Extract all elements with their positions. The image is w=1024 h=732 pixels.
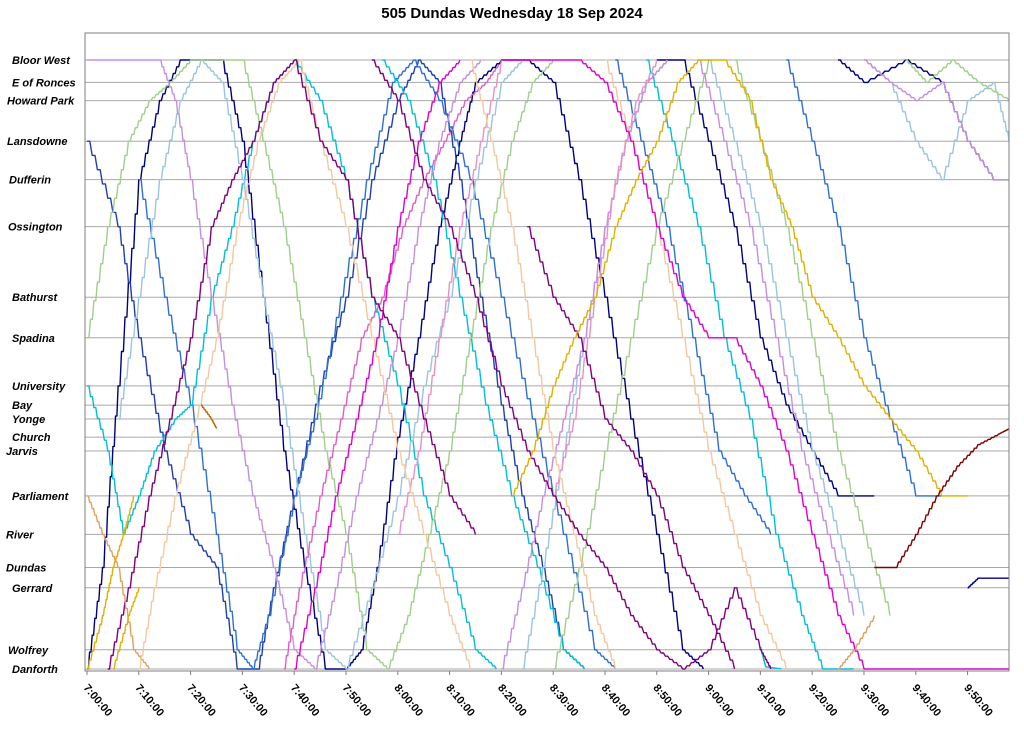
stop-label: Lansdowne [7,136,68,148]
trip-line [87,59,389,670]
trip-line [418,59,585,670]
trip-line [838,615,875,670]
stop-label: Bathurst [12,292,59,304]
trip-line [299,59,471,670]
trip-line [905,59,1010,102]
stop-label: Bay [12,400,33,412]
x-axis-ticks: 7:00:00 7:10:00 7:20:00 7:30:00 7:40:00 7:50:… [81,671,995,719]
stop-label: University [12,381,66,393]
x-tick-label: 9:00:00 [702,682,736,719]
x-tick-label: 8:00:00 [391,682,425,719]
stop-label: Spadina [12,333,55,345]
trip-line [527,226,736,670]
trip-line [553,59,710,670]
stop-label: Bloor West [12,55,71,67]
x-tick-label: 9:30:00 [858,682,892,719]
stop-label: River [6,529,34,541]
x-tick-label: 9:40:00 [909,682,943,719]
stop-label: Wolfrey [8,645,49,657]
stop-labels: Bloor West E of Ronces Howard Park Lansdown… [6,55,76,676]
stop-label: Gerrard [12,583,53,595]
series-lines [87,59,1010,670]
x-tick-label: 9:10:00 [754,682,788,719]
trip-line [470,59,616,670]
trip-line [708,59,865,616]
trip-line [553,59,658,497]
stop-label: Ossington [8,222,63,234]
stop-label: Dufferin [9,175,51,187]
trip-line [615,59,772,535]
trip-line [786,59,942,497]
stop-label: Parliament [12,491,70,503]
trip-line [605,59,787,670]
trip-line [501,59,668,670]
x-tick-label: 8:40:00 [599,682,633,719]
x-tick-label: 9:20:00 [806,682,840,719]
trip-line [413,59,616,670]
trip-line [87,59,477,670]
trip-line [87,59,420,670]
x-tick-label: 7:50:00 [340,682,374,719]
stop-label: Yonge [12,414,45,426]
x-tick-label: 7:40:00 [288,682,322,719]
trip-line [294,59,461,670]
trip-line [87,59,316,670]
stop-label: E of Ronces [12,77,76,89]
trip-line [698,59,855,616]
chart-title: 505 Dundas Wednesday 18 Sep 2024 [381,5,643,22]
trip-line [138,59,301,670]
trip-line [107,59,295,670]
stop-label: Church [12,432,51,444]
trip-line [87,495,135,670]
trip-line [864,59,1009,181]
stop-label: Dundas [6,563,46,575]
trip-line [760,646,782,670]
stop-label: Jarvis [6,446,38,458]
trip-line [371,59,772,670]
trip-line [387,59,554,670]
trip-line [874,428,1010,569]
stop-gridlines [85,59,1009,670]
trip-line [967,577,1009,589]
x-tick-label: 7:20:00 [184,682,218,719]
trip-line [294,59,497,670]
trip-line [294,59,477,535]
trip-line [382,59,585,670]
trip-line [646,59,854,670]
x-tick-label: 8:50:00 [650,682,684,719]
trip-line [501,59,1009,670]
trip-line [112,587,140,670]
trip-line [346,59,523,670]
trip-line [511,59,968,497]
x-tick-label: 8:20:00 [495,682,529,719]
stop-label: Danforth [12,664,58,676]
plot-frame [84,32,1010,672]
x-tick-label: 7:30:00 [236,682,270,719]
trip-line [201,404,218,429]
trip-line [87,495,150,670]
stop-label: Howard Park [7,96,75,108]
x-tick-label: 7:00:00 [81,682,115,719]
x-tick-label: 8:10:00 [443,682,477,719]
trip-line [734,59,891,616]
trip-line [118,59,347,670]
trip-line [397,59,503,536]
x-tick-label: 9:50:00 [961,682,995,719]
x-tick-label: 7:10:00 [132,682,166,719]
x-tick-label: 8:30:00 [547,682,581,719]
